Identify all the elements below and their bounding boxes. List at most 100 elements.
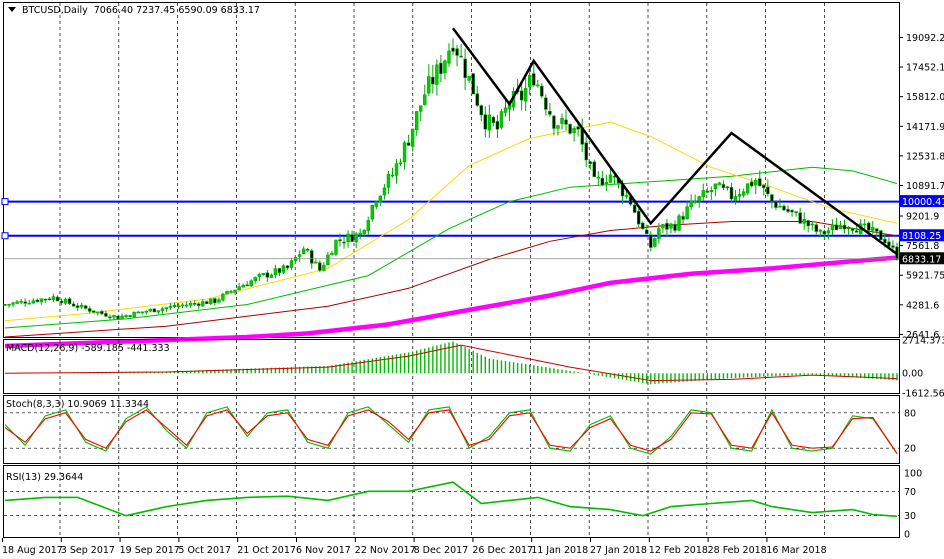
candle-down bbox=[75, 305, 80, 308]
candle-up bbox=[132, 311, 136, 318]
candle-down bbox=[172, 305, 177, 307]
candle-down bbox=[35, 299, 40, 302]
candle-up bbox=[838, 225, 843, 229]
candle-up bbox=[499, 111, 504, 128]
candle-down bbox=[887, 241, 891, 247]
candle-down bbox=[439, 62, 443, 74]
macd-axis-label: -1612.561 bbox=[902, 389, 944, 400]
candle-up bbox=[737, 194, 742, 197]
macd-signal-path bbox=[4, 344, 898, 382]
candle-down bbox=[84, 305, 88, 309]
price-axis-label: 15812.00 bbox=[906, 92, 944, 103]
candle-up bbox=[390, 174, 395, 177]
moving-average-line bbox=[4, 166, 898, 329]
candle-up bbox=[273, 268, 278, 276]
candle-up bbox=[386, 173, 391, 188]
candle-down bbox=[455, 48, 459, 56]
moving-average-line bbox=[4, 121, 898, 322]
candle-up bbox=[608, 174, 613, 183]
candle-up bbox=[374, 201, 379, 207]
rsi-panel-frame bbox=[3, 465, 900, 538]
candle-down bbox=[544, 97, 548, 110]
candle-up bbox=[229, 291, 233, 293]
candle-up bbox=[209, 298, 213, 304]
price-axis-label: 4281.6 bbox=[906, 300, 939, 311]
candle-up bbox=[281, 265, 286, 273]
candle-up bbox=[314, 261, 318, 264]
candle-down bbox=[822, 231, 827, 235]
candle-down bbox=[116, 315, 120, 319]
candle-down bbox=[491, 116, 496, 123]
candle-up bbox=[354, 233, 358, 243]
x-axis-label: 26 Dec 2017 bbox=[472, 545, 533, 556]
candle-down bbox=[705, 191, 710, 193]
candle-down bbox=[23, 301, 27, 304]
candle-down bbox=[584, 142, 588, 161]
x-axis-label: 27 Jan 2018 bbox=[590, 545, 647, 556]
candle-down bbox=[867, 222, 871, 231]
candle-down bbox=[495, 121, 500, 130]
price-axis-label: 17452.1 bbox=[906, 63, 944, 74]
candle-up bbox=[362, 229, 366, 235]
candle-down bbox=[729, 187, 734, 200]
candle-up bbox=[487, 114, 492, 131]
candle-down bbox=[770, 194, 774, 202]
current-price-label: 6833.17 bbox=[902, 254, 941, 265]
stoch-axis-label: 80 bbox=[904, 408, 916, 419]
price-grid bbox=[59, 3, 825, 337]
horizontal-levels[interactable]: 10000.41 8108.25 bbox=[1, 195, 944, 242]
candle-down bbox=[479, 105, 483, 116]
stoch-y-axis: 80 20 bbox=[904, 408, 916, 454]
candle-up bbox=[366, 220, 370, 232]
candle-down bbox=[43, 298, 48, 301]
candle-down bbox=[71, 303, 76, 307]
candle-down bbox=[588, 161, 592, 164]
candle-down bbox=[285, 265, 290, 269]
candle-down bbox=[47, 298, 52, 301]
candle-down bbox=[128, 315, 132, 317]
candle-down bbox=[88, 308, 92, 312]
candle-up bbox=[124, 315, 128, 317]
candle-down bbox=[846, 227, 851, 229]
rsi-title: RSI(13) 29.3644 bbox=[6, 472, 83, 483]
candle-up bbox=[741, 191, 746, 196]
candle-down bbox=[645, 229, 649, 235]
moving-average-line bbox=[4, 255, 898, 349]
candle-up bbox=[503, 107, 508, 113]
rsi-axis-label: 100 bbox=[904, 469, 922, 480]
candle-up bbox=[871, 227, 875, 231]
candle-up bbox=[293, 257, 298, 262]
candle-up bbox=[301, 248, 306, 255]
x-axis-label: 21 Oct 2017 bbox=[237, 545, 296, 556]
candle-up bbox=[261, 272, 266, 275]
moving-averages bbox=[4, 121, 898, 349]
candle-up bbox=[697, 196, 701, 202]
candle-up bbox=[402, 142, 407, 163]
candle-up bbox=[447, 50, 451, 64]
rsi-grid bbox=[4, 466, 899, 537]
macd-title: MACD(12,26,9) -589.185 -441.333 bbox=[6, 343, 170, 354]
candle-up bbox=[334, 239, 338, 255]
candle-down bbox=[854, 230, 859, 233]
candle-down bbox=[766, 186, 770, 195]
candle-up bbox=[253, 277, 257, 282]
candle-down bbox=[632, 204, 637, 213]
candle-up bbox=[11, 302, 15, 305]
candle-up bbox=[826, 230, 831, 234]
price-axis-label: 5921.75 bbox=[906, 271, 944, 282]
candle-up bbox=[830, 224, 835, 230]
candle-up bbox=[7, 303, 11, 306]
stoch-lines bbox=[4, 406, 898, 455]
candle-down bbox=[568, 124, 572, 134]
candle-up bbox=[677, 215, 681, 231]
ohlc-header: 7066.40 7237.45 6590.09 6833.17 bbox=[94, 5, 260, 16]
candle-down bbox=[463, 58, 467, 78]
macd-signal-line bbox=[4, 344, 898, 382]
level-price-label: 10000.41 bbox=[902, 197, 944, 208]
x-axis-label: 16 Mar 2018 bbox=[766, 545, 826, 556]
candle-up bbox=[136, 311, 140, 314]
level-price-tag bbox=[899, 229, 944, 242]
candle-up bbox=[358, 232, 362, 236]
candle-up bbox=[713, 183, 718, 190]
candle-up bbox=[378, 195, 383, 203]
